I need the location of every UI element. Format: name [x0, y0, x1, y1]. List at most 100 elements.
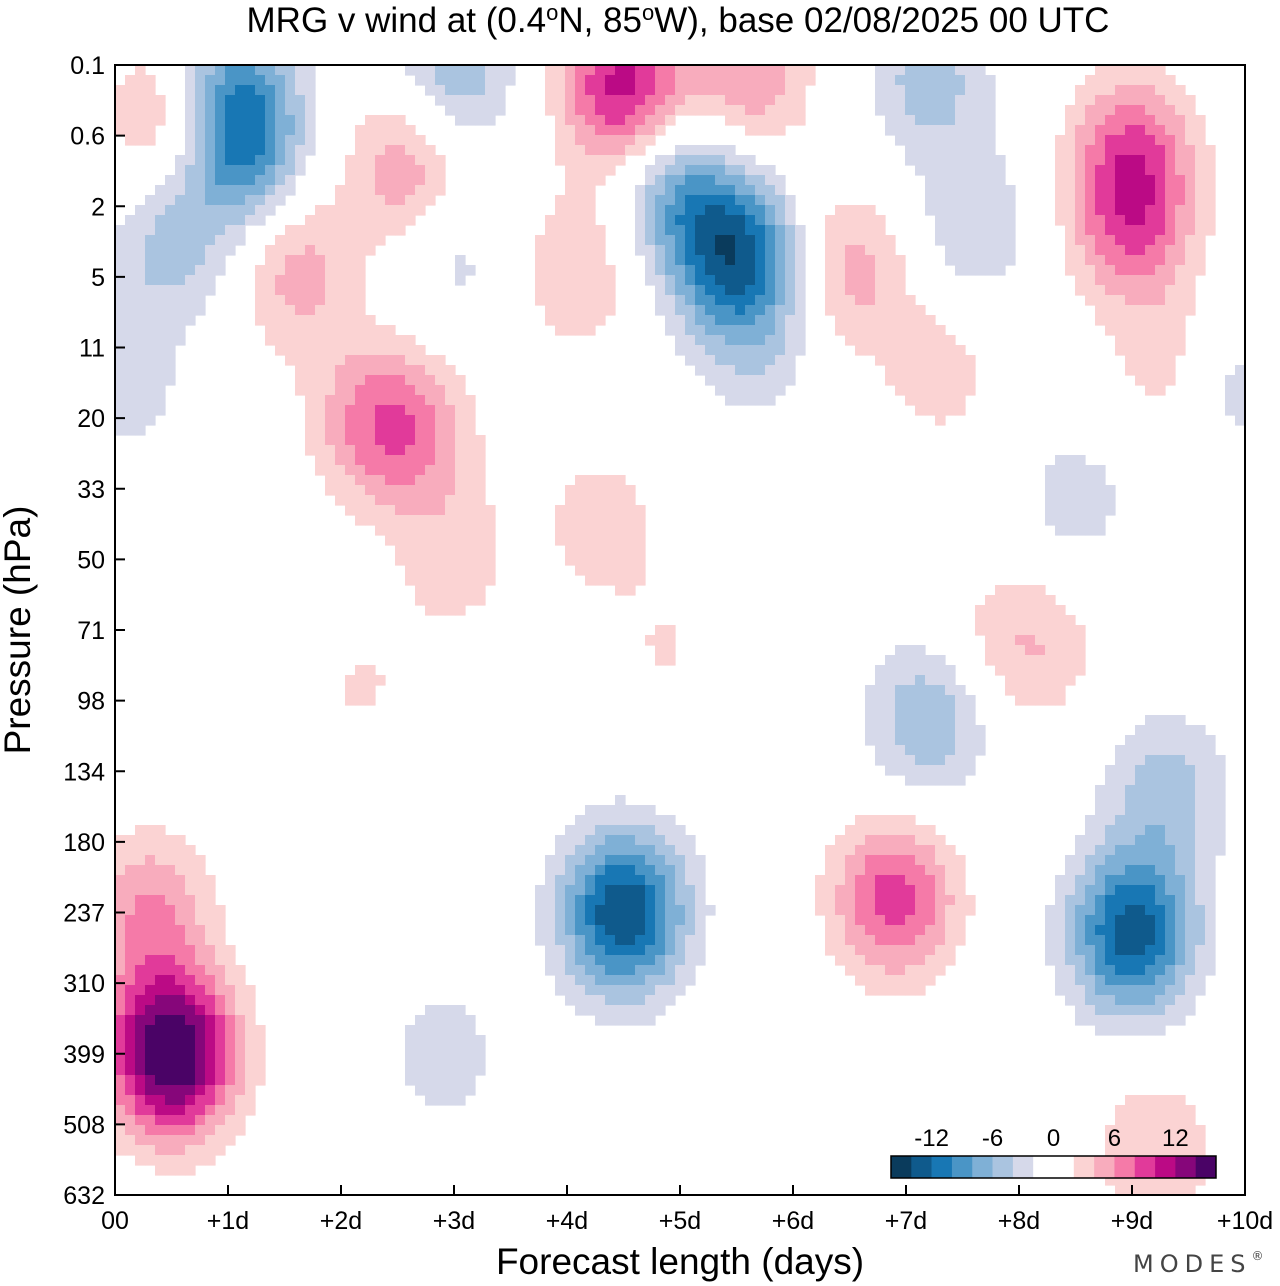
heatmap-cell — [475, 105, 486, 116]
heatmap-cell — [155, 1075, 166, 1086]
heatmap-cell — [945, 665, 956, 676]
heatmap-cell — [1155, 1145, 1166, 1156]
heatmap-cell — [555, 855, 566, 866]
heatmap-cell — [785, 215, 796, 226]
heatmap-cell — [1105, 935, 1116, 946]
heatmap-cell — [555, 65, 566, 76]
heatmap-cell — [965, 265, 976, 276]
heatmap-cell — [425, 465, 436, 476]
heatmap-cell — [675, 945, 686, 956]
heatmap-cell — [705, 305, 716, 316]
heatmap-cell — [1005, 625, 1016, 636]
heatmap-cell — [575, 535, 586, 546]
heatmap-cell — [585, 115, 596, 126]
heatmap-cell — [285, 115, 296, 126]
heatmap-cell — [885, 875, 896, 886]
heatmap-cell — [605, 65, 616, 76]
heatmap-cell — [1125, 1005, 1136, 1016]
heatmap-cell — [885, 745, 896, 756]
heatmap-cell — [1165, 175, 1176, 186]
heatmap-cell — [1205, 855, 1216, 866]
heatmap-cell — [1105, 1135, 1116, 1146]
heatmap-cell — [435, 1085, 446, 1096]
heatmap-cell — [1065, 205, 1076, 216]
heatmap-cell — [765, 275, 776, 286]
heatmap-cell — [665, 315, 676, 326]
heatmap-cell — [455, 435, 466, 446]
heatmap-cell — [795, 325, 806, 336]
heatmap-cell — [885, 245, 896, 256]
heatmap-cell — [565, 315, 576, 326]
heatmap-cell — [635, 85, 646, 96]
heatmap-cell — [205, 235, 216, 246]
heatmap-cell — [1165, 315, 1176, 326]
heatmap-cell — [645, 95, 656, 106]
heatmap-cell — [455, 505, 466, 516]
heatmap-cell — [1135, 825, 1146, 836]
heatmap-cell — [585, 805, 596, 816]
heatmap-cell — [265, 175, 276, 186]
heatmap-cell — [1145, 955, 1156, 966]
heatmap-cell — [355, 165, 366, 176]
heatmap-cell — [735, 345, 746, 356]
heatmap-cell — [225, 1005, 236, 1016]
heatmap-cell — [915, 365, 926, 376]
heatmap-cell — [985, 125, 996, 136]
heatmap-cell — [125, 95, 136, 106]
heatmap-cell — [955, 155, 966, 166]
heatmap-cell — [1155, 185, 1166, 196]
heatmap-cell — [915, 325, 926, 336]
heatmap-cell — [685, 835, 696, 846]
heatmap-cell — [595, 475, 606, 486]
heatmap-cell — [615, 955, 626, 966]
heatmap-cell — [1085, 295, 1096, 306]
heatmap-cell — [745, 115, 756, 126]
heatmap-cell — [325, 435, 336, 446]
heatmap-cell — [935, 675, 946, 686]
x-tick-label: +3d — [433, 1207, 475, 1235]
heatmap-cell — [455, 425, 466, 436]
heatmap-cell — [115, 325, 126, 336]
heatmap-cell — [935, 695, 946, 706]
heatmap-cell — [355, 195, 366, 206]
heatmap-cell — [1175, 855, 1186, 866]
heatmap-cell — [755, 355, 766, 366]
heatmap-cell — [485, 575, 496, 586]
heatmap-cell — [935, 855, 946, 866]
heatmap-cell — [1095, 935, 1106, 946]
heatmap-cell — [715, 305, 726, 316]
heatmap-cell — [365, 115, 376, 126]
heatmap-cell — [925, 105, 936, 116]
heatmap-cell — [1195, 825, 1206, 836]
heatmap-cell — [405, 555, 416, 566]
heatmap-cell — [895, 955, 906, 966]
heatmap-cell — [1075, 115, 1086, 126]
heatmap-cell — [715, 65, 726, 76]
heatmap-cell — [1095, 805, 1106, 816]
heatmap-cell — [1105, 1145, 1116, 1156]
heatmap-cell — [425, 525, 436, 536]
heatmap-cell — [775, 65, 786, 76]
heatmap-cell — [935, 865, 946, 876]
heatmap-cell — [935, 345, 946, 356]
heatmap-cell — [1175, 995, 1186, 1006]
heatmap-cell — [885, 75, 896, 86]
heatmap-cell — [1175, 165, 1186, 176]
heatmap-cell — [165, 875, 176, 886]
heatmap-cell — [885, 815, 896, 826]
heatmap-cell — [1115, 795, 1126, 806]
heatmap-cell — [645, 855, 656, 866]
heatmap-cell — [165, 1155, 176, 1166]
heatmap-cell — [615, 525, 626, 536]
heatmap-cell — [135, 375, 146, 386]
heatmap-cell — [895, 255, 906, 266]
heatmap-cell — [625, 865, 636, 876]
heatmap-cell — [485, 565, 496, 576]
heatmap-cell — [505, 65, 516, 76]
heatmap-cell — [685, 75, 696, 86]
heatmap-cell — [165, 275, 176, 286]
heatmap-cell — [1115, 765, 1126, 776]
heatmap-cell — [175, 905, 186, 916]
heatmap-cell — [425, 1075, 436, 1086]
heatmap-cell — [545, 215, 556, 226]
